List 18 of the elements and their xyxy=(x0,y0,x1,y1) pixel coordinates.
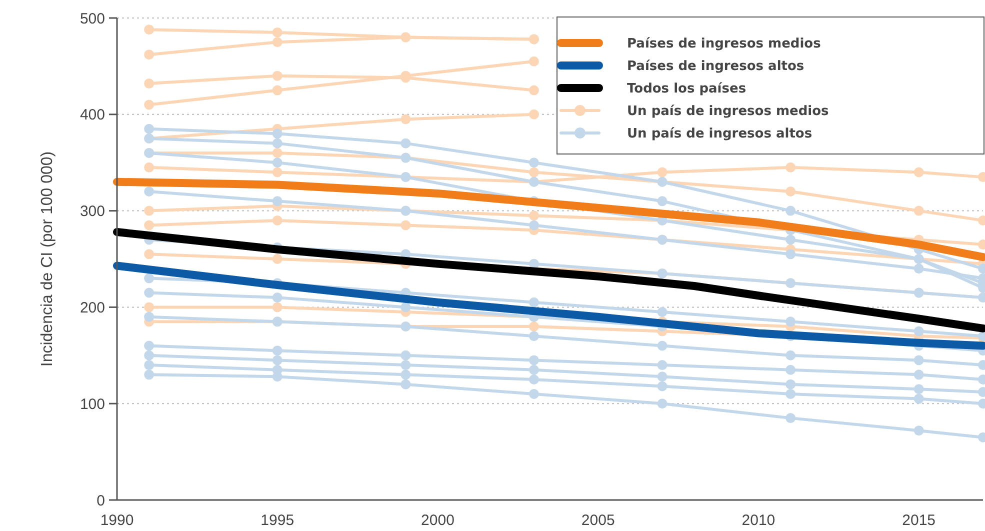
y-tick-label: 500 xyxy=(80,10,105,28)
legend-label: Un país de ingresos medios xyxy=(627,104,830,120)
y-tick-label: 300 xyxy=(80,203,105,220)
x-tick-label: 2005 xyxy=(581,512,615,529)
y-tick-label: 100 xyxy=(80,396,105,413)
y-tick-label: 200 xyxy=(80,299,105,316)
x-tick-label: 2000 xyxy=(421,512,454,529)
x-tick-label: 2010 xyxy=(742,512,776,529)
legend-label: Países de ingresos altos xyxy=(627,59,804,74)
x-tick-label: 1990 xyxy=(100,512,134,529)
legend-label: Un país de ingresos altos xyxy=(627,126,812,142)
x-tick-label: 1995 xyxy=(260,512,294,529)
legend-label: Países de ingresos medios xyxy=(627,36,822,52)
x-tick-label: 2015 xyxy=(902,512,936,529)
y-axis-title: Incidencia de CI (por 100 000) xyxy=(39,151,56,367)
y-tick-label: 0 xyxy=(96,492,105,510)
legend-label: Todos los países xyxy=(627,82,746,97)
y-tick-label: 400 xyxy=(80,106,105,124)
